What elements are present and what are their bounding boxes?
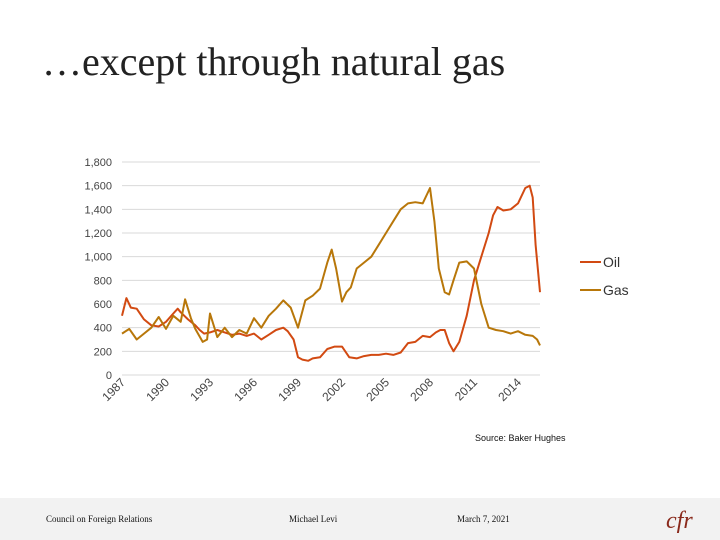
y-tick-label: 400 — [94, 323, 112, 335]
y-axis: 0 200 400 600 800 1,000 1,200 1,400 1,600 1,800 — [84, 157, 112, 382]
x-tick-label: 2011 — [452, 375, 480, 403]
footer-date: March 7, 2021 — [457, 514, 510, 524]
y-tick-label: 1,200 — [84, 228, 112, 240]
series-line-gas — [121, 187, 541, 346]
x-tick-label: 1990 — [143, 375, 172, 404]
source-note: Source: Baker Hughes — [475, 433, 566, 443]
footer-org: Council on Foreign Relations — [46, 514, 153, 524]
legend-label-oil: Oil — [603, 254, 620, 270]
y-tick-label: 0 — [106, 370, 112, 382]
x-tick-label: 1987 — [99, 375, 128, 404]
y-tick-label: 200 — [94, 346, 112, 358]
slide-title: …except through natural gas — [42, 39, 506, 84]
gridlines — [122, 161, 540, 376]
chart: 0 200 400 600 800 1,000 1,200 1,400 1,600 1,800 1… — [84, 157, 629, 404]
y-tick-label: 1,800 — [84, 157, 112, 169]
footer-author: Michael Levi — [289, 514, 338, 524]
x-tick-label: 1999 — [275, 375, 304, 404]
y-tick-label: 1,000 — [84, 252, 112, 264]
y-tick-label: 800 — [94, 275, 112, 287]
series-line-oil — [121, 184, 541, 362]
series-group — [121, 184, 541, 362]
x-tick-label: 2014 — [495, 375, 524, 404]
x-tick-label: 1993 — [187, 375, 216, 404]
x-tick-label: 1996 — [231, 375, 260, 404]
cfr-logo: cfr — [666, 508, 693, 534]
y-tick-label: 1,600 — [84, 181, 112, 193]
cfr-logo-text: cfr — [666, 508, 693, 534]
x-tick-label: 2005 — [363, 375, 392, 404]
y-tick-label: 1,400 — [84, 204, 112, 216]
y-tick-label: 600 — [94, 299, 112, 311]
footer: Council on Foreign Relations Michael Lev… — [0, 498, 720, 540]
legend-label-gas: Gas — [603, 282, 629, 298]
legend: Oil Gas — [580, 254, 629, 298]
x-axis: 1987 1990 1993 1996 1999 2002 2005 2008 2011 2014 — [99, 375, 524, 404]
x-tick-label: 2002 — [319, 375, 348, 404]
x-tick-label: 2008 — [407, 375, 436, 404]
